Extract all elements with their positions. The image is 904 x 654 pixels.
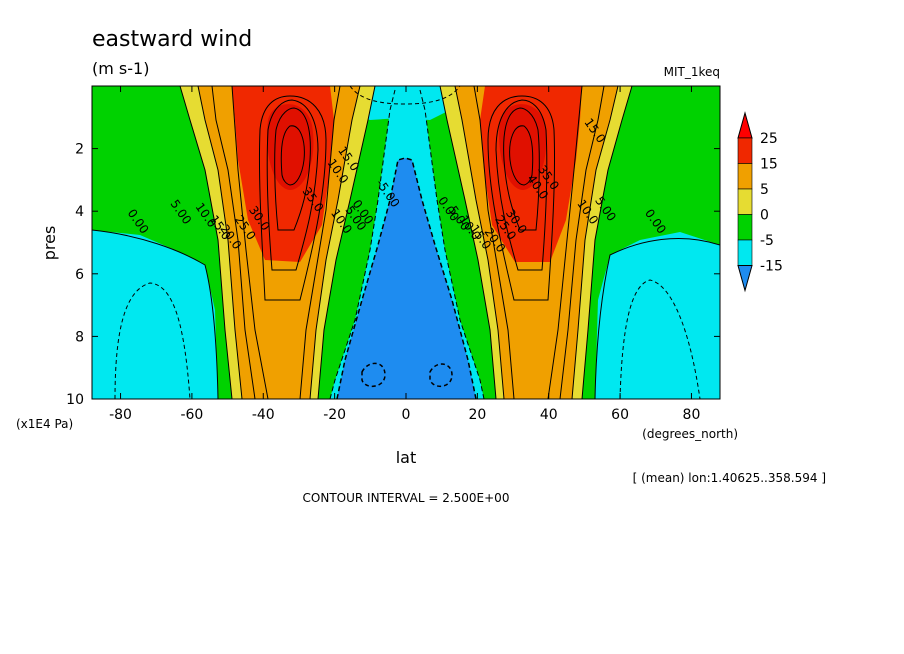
contour-line — [547, 86, 583, 399]
x-tick-label: -20 — [323, 407, 346, 423]
x-tick-label: 40 — [540, 407, 558, 423]
contour-line — [317, 86, 376, 399]
y-tick-label: 8 — [75, 329, 84, 345]
contour-line — [439, 86, 497, 399]
y-axis-label: pres — [40, 226, 59, 261]
y-tick-label: 6 — [75, 267, 84, 283]
x-tick-label: -60 — [180, 407, 203, 423]
x-axis-label: lat — [396, 448, 417, 467]
contour-line — [211, 86, 256, 399]
contour-line — [487, 95, 556, 301]
contour-line — [179, 86, 233, 399]
contour-line — [429, 363, 453, 387]
region-south-polar-easterly — [92, 230, 218, 399]
averaging-note: [ (mean) lon:1.40625..358.594 ] — [633, 471, 826, 485]
contour-labels: 0.00 5.0010.015.020.025.030.035.010.015.0… — [125, 116, 669, 255]
contour-line — [349, 86, 461, 105]
contour-line — [114, 282, 191, 399]
jet-n-core — [499, 104, 547, 190]
contour-lines — [92, 86, 720, 399]
contour-line — [503, 107, 540, 231]
contour-line — [571, 86, 619, 399]
contour-line — [509, 125, 534, 186]
colorbar-extend-max — [737, 111, 753, 139]
contour-line — [619, 279, 701, 399]
contour-line — [329, 89, 396, 399]
contour-line — [495, 99, 548, 271]
y-axis-units: (x1E4 Pa) — [16, 417, 73, 431]
contour-line — [594, 237, 720, 399]
contour-line — [299, 86, 341, 399]
colorbar-label: 0 — [760, 208, 769, 224]
units-label: (m s-1) — [92, 59, 149, 78]
region-easterly — [337, 158, 476, 399]
southern-jet — [180, 86, 375, 399]
x-axis: -80 -60 -40 -20 0 20 40 60 80 — [109, 86, 700, 423]
x-tick-label: -40 — [252, 407, 275, 423]
x-tick-label: 60 — [611, 407, 629, 423]
colorbar-label: -5 — [760, 233, 774, 249]
x-tick-label: -80 — [109, 407, 132, 423]
region-north-polar-easterly — [595, 232, 720, 399]
colorbar-label: -15 — [760, 259, 783, 275]
plot-area: 0.00 5.0010.015.020.025.030.035.010.015.0… — [92, 86, 720, 399]
contour-line — [473, 86, 515, 399]
x-tick-label: 20 — [468, 407, 486, 423]
contour-line — [197, 86, 243, 399]
colorbar-extend-min — [737, 265, 753, 293]
contour-interval-note: CONTOUR INTERVAL = 2.500E+00 — [303, 491, 510, 505]
colorbar-segment — [737, 163, 753, 190]
contour-line — [274, 107, 311, 231]
y-tick-label: 2 — [75, 142, 84, 158]
colorbar-segment — [737, 137, 753, 164]
y-tick-label: 4 — [75, 204, 84, 220]
colorbar-label: 25 — [760, 131, 778, 147]
colorbar-segment — [737, 188, 753, 215]
contour-line — [361, 362, 386, 387]
jet-s-core — [266, 104, 314, 190]
contour-line — [258, 95, 327, 301]
y-tick-label: 10 — [66, 392, 84, 408]
contour-line — [309, 86, 361, 399]
contour-line — [581, 86, 633, 399]
x-tick-label: 80 — [683, 407, 701, 423]
contour-line — [419, 89, 485, 399]
contour-line — [92, 229, 219, 399]
colorbar-segment — [737, 239, 753, 266]
contour-line — [231, 86, 269, 399]
contour-line — [454, 86, 505, 399]
contour-line — [280, 125, 305, 186]
colorbar: 25 15 5 0 -5 -15 — [737, 111, 783, 293]
contour-line — [559, 86, 605, 399]
colorbar-label: 5 — [760, 182, 769, 198]
chart-title: eastward wind — [92, 27, 252, 52]
dataset-label: MIT_1keq — [664, 65, 720, 79]
colorbar-label: 15 — [760, 157, 778, 173]
y-axis: 2 4 6 8 10 — [66, 142, 720, 408]
x-tick-label: 0 — [402, 407, 411, 423]
contour-line — [266, 99, 319, 271]
colorbar-segment — [737, 214, 753, 241]
x-axis-units: (degrees_north) — [642, 427, 738, 441]
